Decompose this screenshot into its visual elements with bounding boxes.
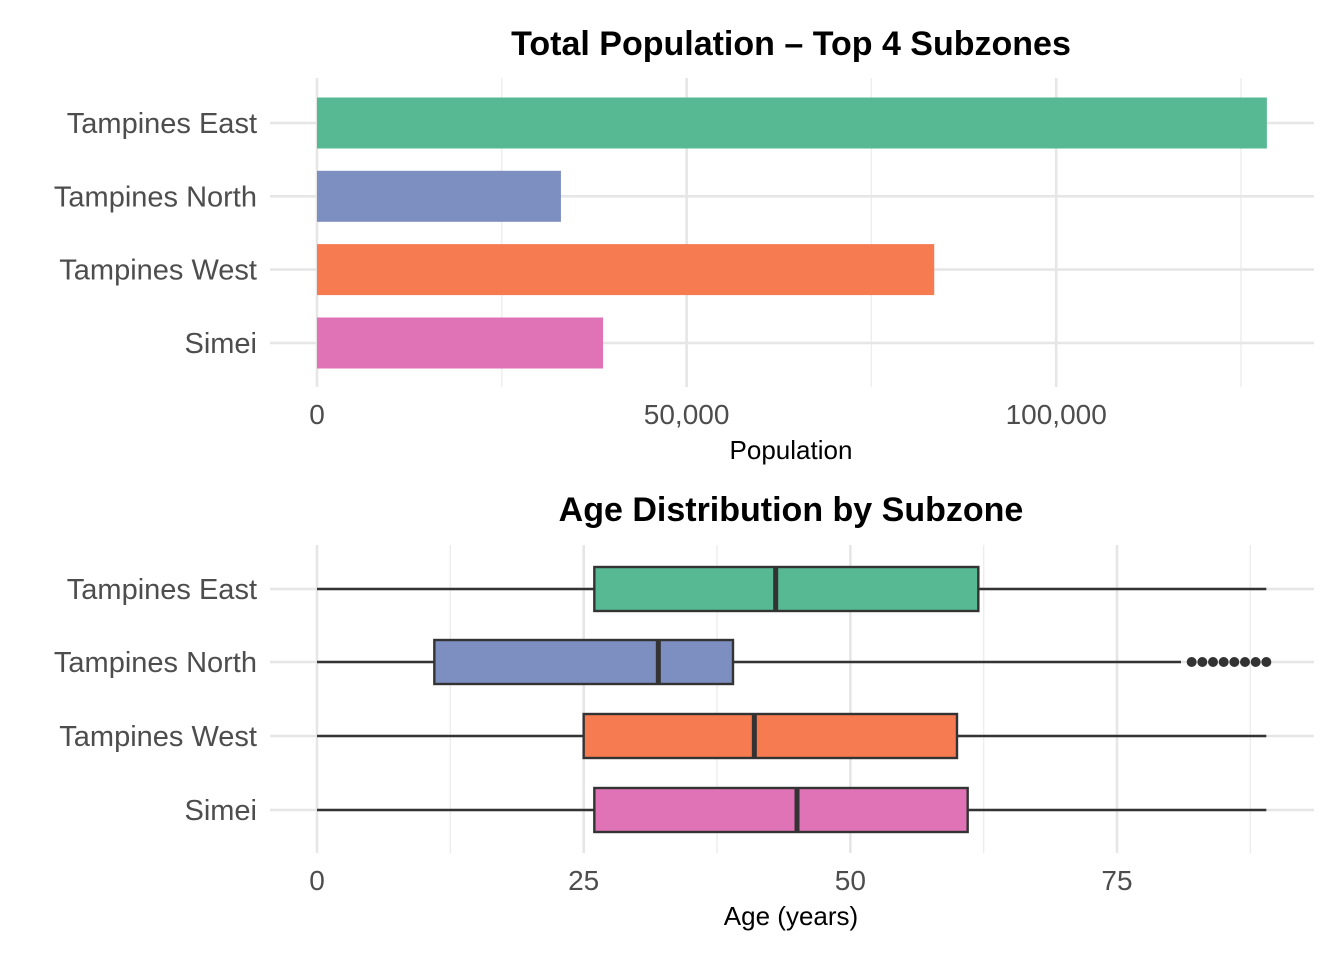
box-category-labels: Tampines East Tampines North Tampines West… [54, 574, 257, 827]
box-x-tick-label: 25 [568, 865, 599, 896]
bar-category-labels: Tampines East Tampines North Tampines West… [54, 108, 257, 360]
bar-marks [317, 97, 1267, 369]
box-simei [593, 786, 969, 834]
bar-x-tick-label: 50,000 [644, 399, 730, 430]
bar-label-tampines-north: Tampines North [54, 181, 257, 213]
box-x-axis-label: Age (years) [724, 901, 858, 931]
box-outlier-tampines-north [1208, 657, 1218, 667]
bar-label-simei: Simei [184, 328, 257, 360]
box-chart-title: Age Distribution by Subzone [559, 491, 1024, 529]
box-x-tick-label: 0 [309, 865, 325, 896]
box-outlier-tampines-north [1261, 657, 1272, 667]
box-x-tick-labels: 0 25 50 75 [309, 865, 1132, 896]
bar-x-tick-labels: 0 50,000 100,000 [309, 399, 1107, 430]
bar-tampines-east [317, 97, 1267, 149]
box-label-tampines-west: Tampines West [59, 721, 257, 753]
bar-tampines-west [317, 244, 935, 296]
bar-label-tampines-west: Tampines West [59, 255, 257, 287]
bar-x-axis-label: Population [730, 435, 853, 465]
box-outlier-tampines-north [1240, 657, 1250, 667]
bar-label-tampines-east: Tampines East [67, 108, 257, 140]
box-label-simei: Simei [184, 795, 257, 827]
bar-tampines-north [317, 170, 561, 222]
box-tampines-west [582, 712, 959, 760]
box-x-tick-label: 50 [835, 865, 866, 896]
box-label-tampines-east: Tampines East [67, 574, 257, 606]
box-outlier-tampines-north [1229, 657, 1240, 667]
bar-chart-title: Total Population – Top 4 Subzones [511, 25, 1071, 63]
box-outlier-tampines-north [1197, 657, 1208, 667]
box-label-tampines-north: Tampines North [54, 647, 257, 679]
box-tampines-east [593, 565, 980, 613]
bar-simei [317, 317, 604, 369]
box-tampines-north [433, 638, 735, 686]
bar-x-tick-label: 100,000 [1006, 399, 1107, 430]
age-boxplot-chart: Age Distribution by Subzone Tampines Eas… [54, 491, 1314, 931]
bar-x-tick-label: 0 [309, 399, 325, 430]
box-outlier-tampines-north [1218, 657, 1229, 667]
box-outlier-tampines-north [1186, 657, 1197, 667]
box-x-tick-label: 75 [1101, 865, 1132, 896]
box-outlier-tampines-north [1250, 657, 1261, 667]
box-marks [317, 565, 1272, 834]
population-bar-chart: Total Population – Top 4 Subzones Tampin… [54, 25, 1314, 465]
